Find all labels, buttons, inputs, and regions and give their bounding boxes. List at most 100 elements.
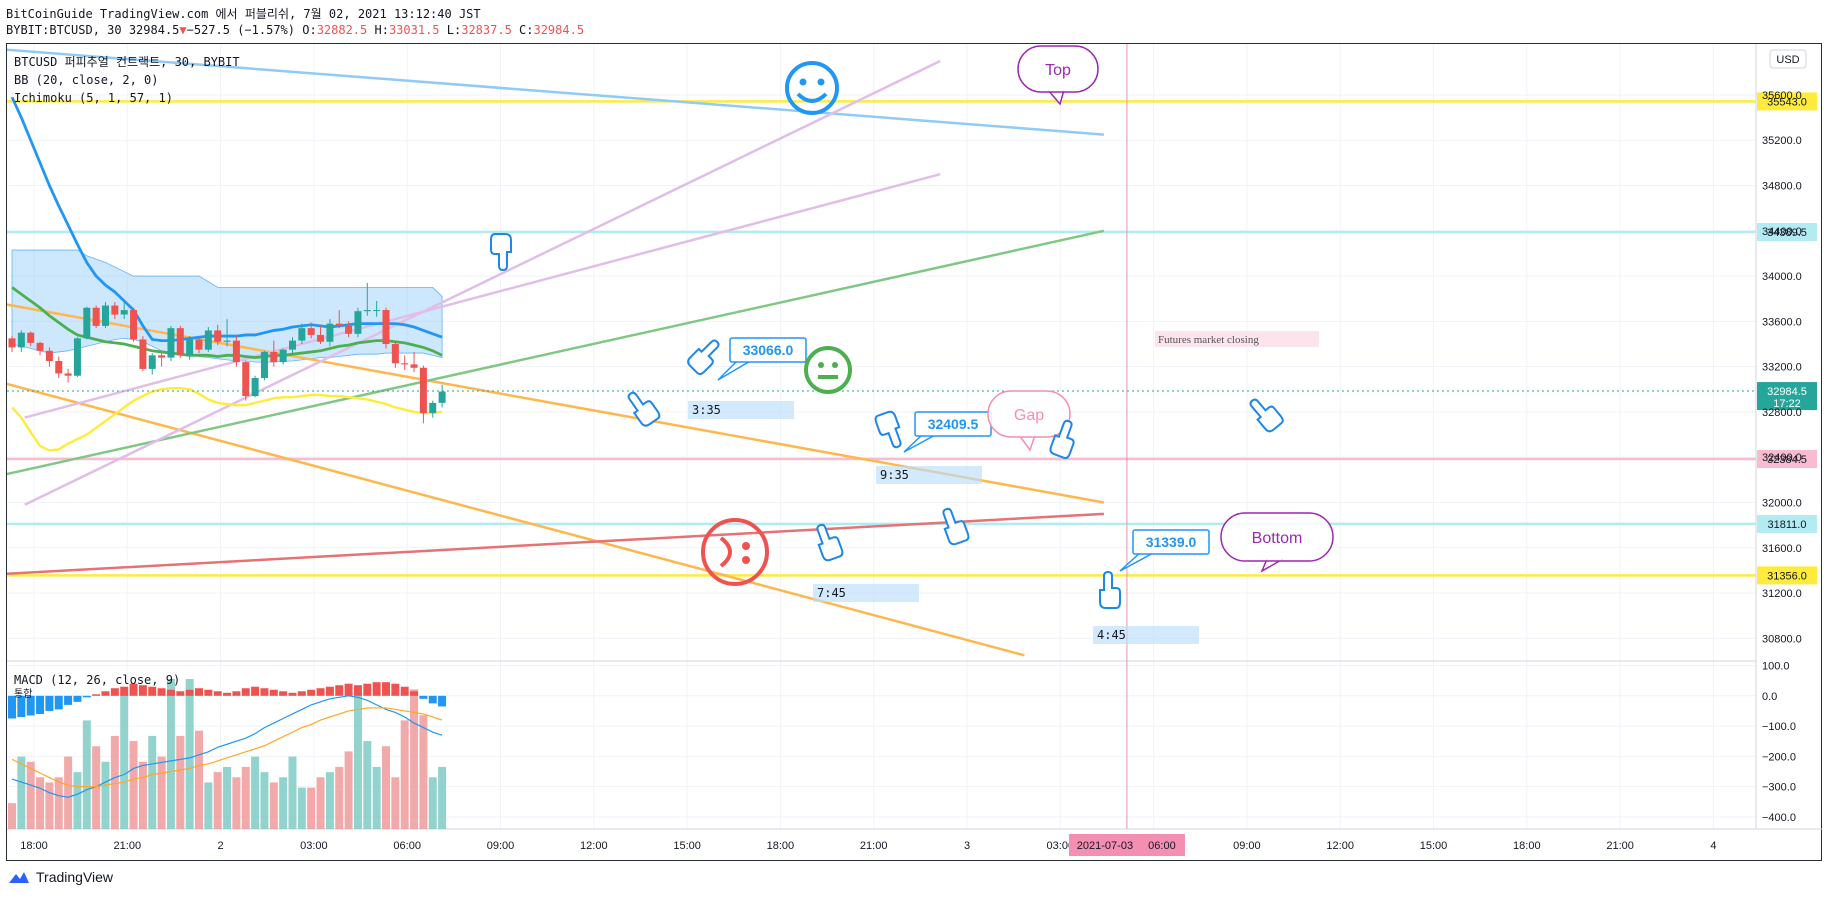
- trend-line[interactable]: [24, 59, 941, 506]
- callout-tail[interactable]: [1047, 89, 1065, 106]
- candle-body: [139, 339, 147, 369]
- pointing-hand-icon[interactable]: [490, 233, 512, 272]
- pointing-hand-icon[interactable]: [1246, 393, 1284, 433]
- candle-body: [83, 307, 91, 339]
- macd-histogram-bar: [316, 688, 325, 696]
- trend-lines[interactable]: [6, 48, 1105, 657]
- macd-histogram-bar: [223, 692, 232, 696]
- candle-body: [401, 363, 409, 365]
- neutral-face-icon[interactable]: [804, 346, 852, 394]
- pointing-hand-icon[interactable]: [1049, 418, 1080, 460]
- volume-bar: [400, 720, 409, 829]
- macd-axis[interactable]: 100.0 0.0 −100.0 −200.0 −300.0 −400.0: [1762, 661, 1796, 824]
- volume-bar: [92, 746, 101, 829]
- currency-badge[interactable]: USD: [1769, 49, 1807, 69]
- trend-line[interactable]: [24, 172, 941, 419]
- price-axis[interactable]: 30800.0 31200.0 31600.0 32000.0 32400.0 32800…: [1762, 90, 1802, 645]
- candle-body: [438, 391, 446, 403]
- volume-bar: [260, 772, 269, 829]
- volume-bar: [148, 735, 157, 829]
- macd-histogram-bar: [148, 686, 157, 696]
- volume-bar: [297, 787, 306, 829]
- trend-line[interactable]: [6, 512, 1104, 576]
- price-label-box[interactable]: [729, 337, 807, 363]
- macd-histogram-bar: [129, 683, 138, 696]
- macd-histogram-bar: [82, 695, 91, 698]
- close-value: 32984.5: [533, 23, 585, 37]
- candle-body: [391, 344, 399, 364]
- happy-face-icon[interactable]: [785, 61, 839, 115]
- macd-tick-label: 100.0: [1762, 661, 1790, 673]
- pointing-hand-icon[interactable]: [939, 505, 970, 546]
- macd-histogram-bar: [410, 691, 419, 696]
- candle-body: [429, 402, 437, 414]
- chart-frame[interactable]: [6, 43, 1822, 861]
- face-mouth: [719, 536, 732, 568]
- sad-face-icon[interactable]: [701, 518, 769, 586]
- trend-line[interactable]: [6, 229, 1105, 476]
- macd-histogram-bar: [157, 688, 166, 696]
- tradingview-logo[interactable]: TradingView: [8, 869, 113, 885]
- callout-tail[interactable]: [1260, 558, 1284, 573]
- time-label-box[interactable]: [1093, 626, 1199, 644]
- candle-body: [279, 349, 287, 363]
- time-label-box[interactable]: [876, 466, 982, 484]
- candle-body: [158, 355, 166, 358]
- volume-bar: [344, 751, 353, 829]
- macd-histogram-bar: [232, 691, 241, 696]
- time-tick-label: 03:00: [300, 840, 328, 852]
- macd-histogram-bar: [288, 692, 297, 696]
- time-label-box[interactable]: [688, 401, 794, 419]
- trend-line[interactable]: [6, 382, 1025, 657]
- down-arrow-icon: ▼: [179, 23, 187, 37]
- face-eye: [817, 78, 825, 86]
- price-label-pointer[interactable]: [903, 433, 938, 453]
- time-label-text: 7:45: [817, 586, 846, 600]
- pointing-hand-icon[interactable]: [624, 387, 661, 428]
- macd-histogram-bar: [64, 695, 73, 705]
- callout-bubble[interactable]: [1220, 512, 1334, 562]
- time-tick-label: 21:00: [114, 840, 142, 852]
- macd-signal-line: [11, 707, 443, 788]
- macd-histogram-bar: [101, 691, 110, 696]
- trend-line[interactable]: [6, 48, 1104, 136]
- legend-ichimoku: Ichimoku (5, 1, 57, 1): [14, 91, 173, 105]
- callout-tail[interactable]: [1018, 434, 1036, 452]
- pointing-hand-icon[interactable]: [874, 410, 905, 451]
- candle-body: [167, 328, 175, 358]
- macd-tick-label: −300.0: [1762, 782, 1796, 794]
- volume-bar: [232, 777, 241, 829]
- low-value: 32837.5: [461, 23, 512, 37]
- pointing-hand-icon[interactable]: [1099, 570, 1121, 609]
- price-tick-label: 31600.0: [1762, 543, 1802, 555]
- price-tick-label: 35600.0: [1762, 90, 1802, 102]
- note-box[interactable]: [1155, 331, 1319, 347]
- drawings[interactable]: 33066.0 32409.5 31339.0 3:35 9:35 7:45 4:45 Fut…: [490, 45, 1334, 644]
- time-label-box[interactable]: [813, 584, 919, 602]
- candle-body: [270, 351, 278, 363]
- hand-shape: [942, 507, 970, 546]
- price-label-pointer[interactable]: [1119, 551, 1156, 572]
- pointing-hand-icon[interactable]: [813, 521, 844, 562]
- time-axis[interactable]: 18:00 21:00 2 03:00 06:00 09:00 12:00 15:00 18:0…: [20, 834, 1716, 856]
- currency-label: USD: [1776, 54, 1799, 66]
- callout-bubble[interactable]: [1017, 45, 1099, 93]
- price-badge: [1757, 92, 1817, 111]
- macd-histogram-bar: [269, 689, 278, 696]
- macd-histogram-bar: [279, 691, 288, 696]
- macd-histogram-bar: [54, 695, 63, 710]
- volume-bar: [241, 766, 250, 829]
- price-label-pointer[interactable]: [717, 359, 753, 381]
- volume-bar: [185, 679, 194, 829]
- face-eye: [832, 362, 838, 368]
- indicator-legend: BTCUSD 퍼피추얼 컨트랙트, 30, BYBIT BB (20, clos…: [14, 55, 240, 700]
- volume-bar: [26, 761, 35, 829]
- change-text: −527.5 (−1.57%): [186, 23, 295, 37]
- volume-bar: [269, 782, 278, 829]
- price-label-box[interactable]: [1132, 529, 1210, 555]
- callout-bubble[interactable]: [987, 390, 1071, 438]
- volume-bar: [17, 756, 26, 829]
- volume-bar: [176, 735, 185, 829]
- pointing-hand-icon[interactable]: [686, 336, 726, 376]
